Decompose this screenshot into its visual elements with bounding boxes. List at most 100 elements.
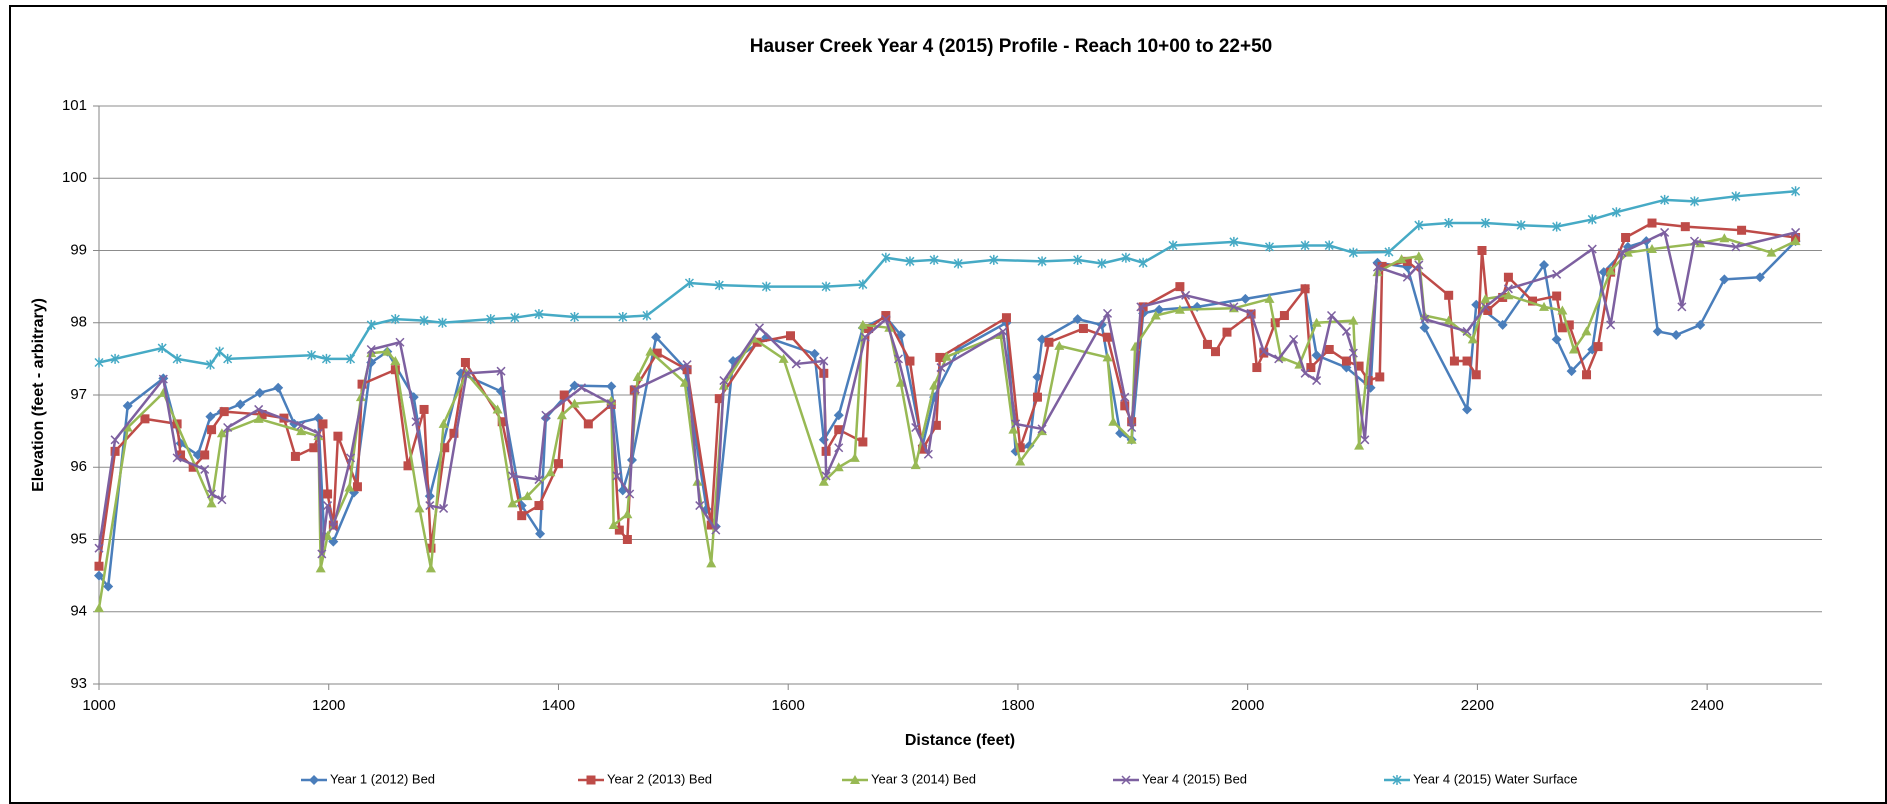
marker (586, 775, 596, 785)
marker (306, 350, 317, 361)
marker (425, 501, 435, 511)
marker (1719, 274, 1730, 285)
marker (1480, 218, 1490, 229)
marker (1354, 440, 1365, 450)
marker (849, 452, 860, 462)
marker (366, 344, 376, 355)
marker (682, 360, 692, 370)
marker (438, 418, 449, 428)
marker (1102, 308, 1113, 318)
marker (1024, 440, 1035, 451)
marker (881, 252, 891, 263)
marker (559, 390, 569, 400)
marker (1719, 233, 1730, 243)
marker (1791, 186, 1801, 197)
marker (1766, 247, 1777, 257)
marker (785, 331, 795, 341)
marker (1103, 332, 1113, 342)
marker (1503, 284, 1513, 294)
marker (94, 603, 104, 613)
chart-title: Hauser Creek Year 4 (2015) Profile - Rea… (750, 36, 1272, 57)
marker (622, 509, 633, 519)
marker (1324, 240, 1334, 251)
marker (426, 543, 436, 553)
x-tick-label: 2400 (1690, 697, 1723, 714)
marker (1790, 236, 1801, 246)
marker (1480, 302, 1490, 312)
marker (1413, 251, 1424, 261)
marker (1312, 376, 1322, 386)
marker (630, 384, 640, 394)
marker (460, 357, 470, 367)
marker (719, 376, 729, 386)
legend-label: Year 4 (2015) Water Surface (1413, 771, 1578, 786)
marker (864, 324, 874, 334)
marker (1126, 434, 1137, 444)
marker (989, 254, 999, 265)
marker (346, 453, 356, 463)
marker (1689, 196, 1700, 207)
x-tick-label: 2000 (1231, 697, 1264, 714)
marker (569, 380, 580, 391)
marker (1564, 320, 1574, 330)
marker (323, 489, 333, 499)
marker (172, 453, 182, 463)
marker (1402, 272, 1412, 282)
legend-label: Year 4 (2015) Bed (1142, 771, 1247, 786)
marker (1300, 284, 1310, 294)
marker (1274, 354, 1284, 364)
marker (217, 495, 227, 505)
marker (833, 410, 844, 421)
marker (1229, 302, 1239, 312)
marker (1477, 246, 1487, 255)
marker (622, 535, 632, 544)
marker (929, 380, 940, 390)
marker (223, 422, 233, 433)
marker (1120, 401, 1130, 411)
marker (1660, 194, 1670, 205)
marker (1348, 315, 1359, 325)
marker (1127, 422, 1137, 433)
marker (911, 422, 921, 433)
marker (857, 319, 868, 329)
marker (923, 449, 933, 459)
marker (1015, 456, 1026, 466)
marker (1617, 248, 1627, 258)
marker (1497, 319, 1508, 330)
marker (1557, 323, 1567, 333)
marker (953, 258, 963, 269)
marker (110, 435, 120, 445)
y-tick-label: 97 (70, 386, 87, 403)
marker (254, 404, 264, 414)
marker (1121, 775, 1131, 785)
marker (1539, 259, 1550, 270)
marker (390, 314, 400, 325)
marker (497, 417, 507, 427)
x-tick-label: 1800 (1001, 697, 1034, 714)
marker (1414, 260, 1424, 270)
marker (569, 398, 580, 408)
marker (576, 383, 586, 393)
marker (390, 356, 401, 366)
marker (1402, 256, 1412, 266)
marker (1731, 191, 1741, 202)
marker (645, 346, 656, 356)
marker (122, 400, 133, 411)
marker (1044, 337, 1054, 347)
marker (1259, 348, 1269, 358)
marker (895, 377, 906, 387)
marker (881, 311, 891, 321)
x-tick-label: 1400 (542, 697, 575, 714)
marker (583, 419, 593, 429)
marker (834, 443, 844, 453)
marker (695, 501, 705, 511)
marker (207, 489, 217, 499)
marker (1621, 232, 1631, 242)
marker (1341, 326, 1351, 336)
marker (606, 381, 617, 392)
marker (998, 326, 1008, 336)
marker (1168, 240, 1178, 251)
marker (1503, 290, 1514, 300)
marker (918, 444, 928, 454)
marker (317, 549, 327, 559)
